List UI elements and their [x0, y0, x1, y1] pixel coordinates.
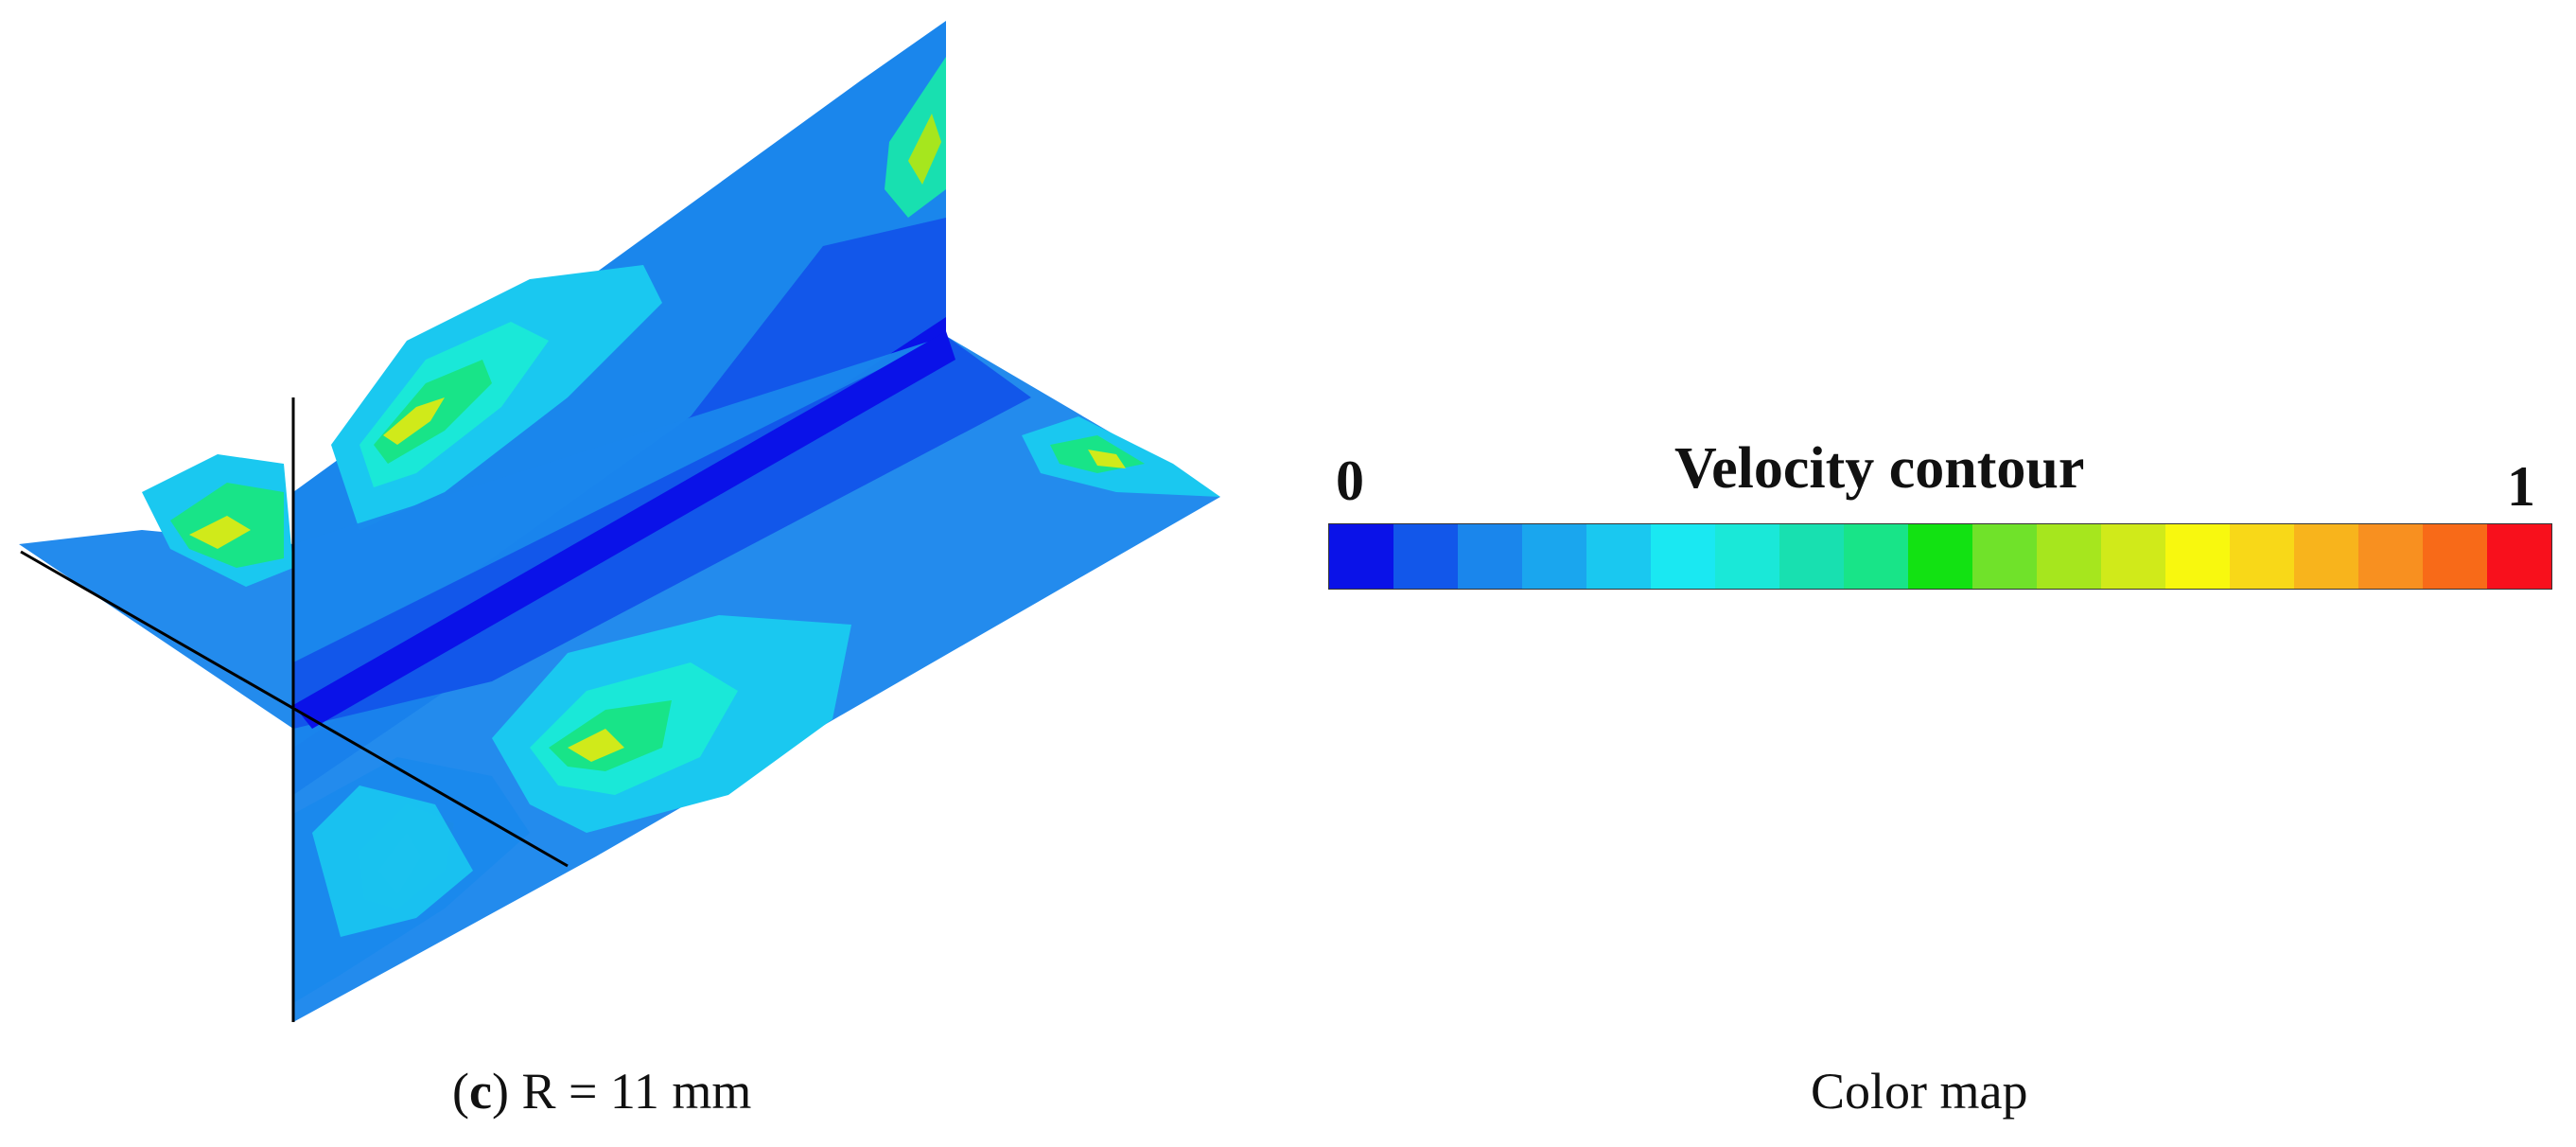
axes: [20, 397, 569, 1022]
horizontal-lobe-bottom: [312, 785, 473, 937]
colormap-caption: Color map: [1811, 1063, 2028, 1120]
colorbar-swatch: [1393, 524, 1458, 589]
horizontal-plane-core-band: [293, 331, 955, 729]
colorbar-swatch: [2037, 524, 2101, 589]
colorbar-swatch: [1522, 524, 1586, 589]
colorbar-max-label: 1: [2507, 455, 2535, 518]
panel-letter: c: [468, 1063, 492, 1120]
colorbar-swatch: [1458, 524, 1522, 589]
colorbar-swatch: [1586, 524, 1651, 589]
vertical-lobe-top-core: [908, 114, 941, 185]
colorbar: [1328, 523, 2552, 590]
colorbar-swatch: [2230, 524, 2294, 589]
horizontal-axis-line: [20, 550, 569, 868]
horizontal-lobe-right-core: [1088, 450, 1126, 468]
colorbar-swatch: [1844, 524, 1908, 589]
panel-caption-text: R = 11 mm: [508, 1063, 752, 1120]
colorbar-swatch: [2487, 524, 2551, 589]
horizontal-plane: [19, 331, 1220, 1022]
colorbar-title: Velocity contour: [1674, 436, 2085, 501]
colorbar-swatch: [1908, 524, 1972, 589]
colorbar-swatch: [2165, 524, 2230, 589]
colorbar-swatch: [1329, 524, 1393, 589]
vertical-lobe-1-core: [383, 397, 445, 445]
colorbar-swatch: [2101, 524, 2165, 589]
colorbar-swatch: [2423, 524, 2487, 589]
panel-caption: (c) R = 11 mm: [452, 1063, 752, 1120]
horizontal-lobe-left-core: [189, 516, 251, 549]
colorbar-swatch: [1779, 524, 1844, 589]
colorbar-swatch: [1972, 524, 2037, 589]
vertical-lobe-top: [885, 57, 946, 218]
colorbar-swatch: [1715, 524, 1779, 589]
colorbar-swatch: [1651, 524, 1715, 589]
colorbar-min-label: 0: [1336, 450, 1364, 512]
colorbar-swatch: [2294, 524, 2358, 589]
horizontal-lobe-1-core: [568, 729, 624, 762]
colorbar-swatch: [2358, 524, 2423, 589]
